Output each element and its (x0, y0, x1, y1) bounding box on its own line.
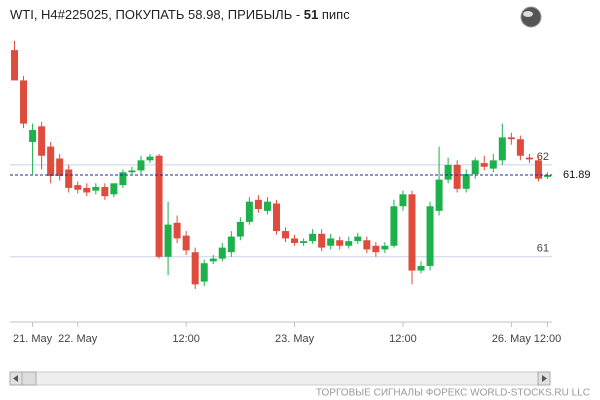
globe-icon[interactable] (520, 6, 542, 28)
candle-body (345, 241, 353, 246)
x-tick-label: 22. May (58, 333, 98, 345)
globe[interactable] (520, 6, 542, 28)
candle-body (209, 258, 217, 262)
candle-body (363, 240, 371, 250)
candle-body (200, 263, 208, 282)
candle-body (119, 172, 127, 186)
candle-body (101, 186, 109, 197)
candle-body (354, 236, 362, 242)
x-tick-label: 23. May (275, 333, 315, 345)
candle-body (164, 224, 172, 257)
y-tick-label: 62 (537, 151, 549, 163)
candle-body (543, 175, 551, 177)
candle-body (534, 160, 542, 179)
candle-body (480, 163, 488, 167)
footer: ТОРГОВЫЕ СИГНАЛЫ ФОРЕКС WORLD-STOCKS.RU … (316, 388, 590, 399)
candle-body (218, 247, 226, 259)
y-tick-label: 61 (537, 243, 549, 255)
candle-body (254, 199, 262, 210)
candle-body (498, 137, 506, 161)
candle-body (263, 201, 271, 211)
candle-body (507, 137, 515, 140)
arrow-right (542, 375, 547, 382)
candle-body (300, 241, 308, 244)
candle-body (182, 235, 190, 251)
candle-body (173, 222, 181, 239)
candle-body (236, 221, 244, 237)
arrow-left (13, 375, 18, 382)
scroll-thumb[interactable] (21, 371, 37, 386)
title-bold: 51 (304, 7, 318, 22)
candle-body (462, 174, 470, 189)
candle-body (336, 240, 344, 246)
candle-body (92, 186, 100, 191)
x-tick-label: 12:00 (172, 333, 200, 345)
candle-body (381, 245, 389, 250)
candle-body (155, 155, 163, 257)
chart-title: WTI, H4#225025, ПОКУПАТЬ 58.98, ПРИБЫЛЬ … (10, 7, 350, 22)
candle-body (38, 126, 46, 156)
x-tick-label: 12:00 (534, 333, 562, 345)
candle-body (47, 146, 55, 176)
candle-body (372, 245, 380, 253)
candle-body (110, 183, 118, 195)
candle-body (282, 231, 290, 239)
current-price-label: 61.89 (563, 169, 591, 181)
candle-body (309, 233, 317, 242)
globe-shine (523, 11, 533, 17)
title-suffix: пипс (318, 7, 350, 22)
candle-body (65, 169, 73, 188)
candle-body (191, 252, 199, 285)
candle-body (525, 157, 533, 160)
candle-body (471, 160, 479, 175)
candle-body (146, 156, 154, 161)
candle-body (291, 238, 299, 244)
candle-body (453, 164, 461, 189)
candle-body (417, 265, 425, 271)
candle-body (128, 170, 136, 173)
candle-body (444, 164, 452, 180)
candle-body (399, 194, 407, 207)
candle-body (245, 201, 253, 222)
candle-body (435, 179, 443, 211)
candle-body (327, 238, 335, 246)
candle-body (516, 139, 524, 156)
x-tick-label: 21. May (13, 333, 53, 345)
candle-body (74, 185, 82, 190)
candle-body (390, 206, 398, 246)
scroll-track[interactable] (9, 371, 551, 386)
candle-body (318, 233, 326, 248)
candle-body (426, 206, 434, 266)
candle-body (11, 50, 19, 81)
candle-body (20, 80, 28, 124)
candle-body (29, 130, 37, 142)
candle-body (408, 194, 416, 271)
candle-body (272, 203, 280, 232)
title-prefix: WTI, H4#225025, ПОКУПАТЬ 58.98, ПРИБЫЛЬ … (10, 7, 304, 22)
scrollbar[interactable] (9, 371, 551, 386)
candle-body (56, 158, 64, 176)
x-tick-label: 26. May (492, 333, 532, 345)
candle-body (83, 187, 91, 193)
candle-body (227, 236, 235, 253)
candle-body (489, 160, 497, 169)
candle-body (137, 160, 145, 171)
x-tick-label: 12:00 (389, 333, 417, 345)
